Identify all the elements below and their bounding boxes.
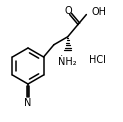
Text: OH: OH <box>91 7 106 16</box>
Text: O: O <box>65 5 72 15</box>
Text: HCl: HCl <box>89 55 106 65</box>
Text: N: N <box>24 97 32 107</box>
Text: ṄH₂: ṄH₂ <box>58 57 77 67</box>
